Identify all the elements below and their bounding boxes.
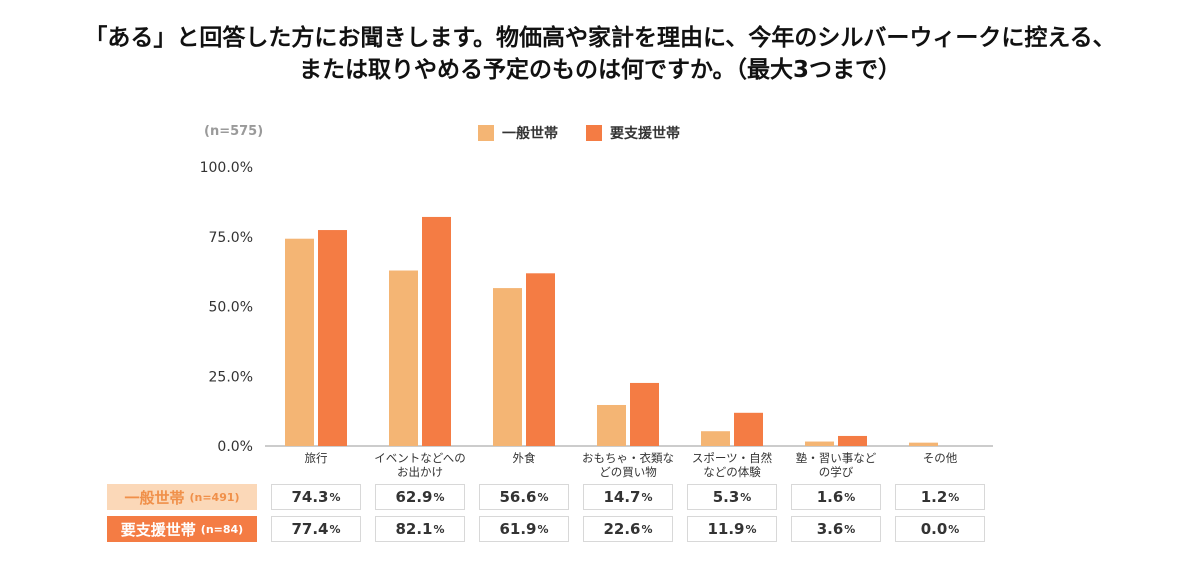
- table-cell: 82.1%: [375, 516, 465, 542]
- bar-support: [526, 273, 555, 446]
- bar-general: [701, 431, 730, 446]
- cell-percent-sign: %: [740, 490, 752, 504]
- legend: 一般世帯 要支援世帯: [478, 123, 680, 143]
- x-tick-label: などの体験: [703, 465, 761, 479]
- sample-size-note: (n=575): [204, 124, 264, 139]
- cell-percent-sign: %: [433, 490, 445, 504]
- table-cell: 3.6%: [791, 516, 881, 542]
- row-label-text: 一般世帯: [124, 488, 185, 507]
- bar-general: [909, 442, 938, 446]
- cell-percent-sign: %: [948, 522, 960, 536]
- table-cell: 62.9%: [375, 484, 465, 510]
- x-tick-label: の学び: [819, 465, 854, 479]
- row-sample-size: (n=84): [200, 522, 244, 536]
- y-tick-label: 0.0%: [217, 439, 253, 455]
- x-tick-label: スポーツ・自然: [692, 451, 773, 465]
- table-cell: 77.4%: [271, 516, 361, 542]
- cell-value: 0.0: [920, 520, 948, 538]
- table-cell: 61.9%: [479, 516, 569, 542]
- chart-title-line-2: または取りやめる予定のものは何ですか。（最大3つまで）: [298, 57, 902, 83]
- y-tick-label: 75.0%: [209, 230, 253, 246]
- y-tick-label: 25.0%: [209, 369, 253, 385]
- y-tick-label: 50.0%: [209, 300, 253, 316]
- cell-value: 82.1: [395, 520, 433, 538]
- bar-support: [422, 216, 451, 446]
- cell-value: 61.9: [499, 520, 537, 538]
- table-cell: 74.3%: [271, 484, 361, 510]
- cell-value: 3.6: [816, 520, 844, 538]
- cell-percent-sign: %: [329, 522, 341, 536]
- cell-value: 14.7: [603, 488, 641, 506]
- cell-percent-sign: %: [537, 522, 549, 536]
- legend-label-support: 要支援世帯: [610, 126, 680, 142]
- cell-value: 5.3: [712, 488, 740, 506]
- x-tick-label: おもちゃ・衣類な: [582, 451, 674, 465]
- cell-value: 1.2: [920, 488, 948, 506]
- row-label-text: 要支援世帯: [120, 520, 196, 539]
- bar-general: [285, 238, 314, 446]
- cell-percent-sign: %: [745, 522, 757, 536]
- bar-general: [389, 270, 418, 446]
- x-tick-label: イベントなどへの: [374, 451, 465, 465]
- bar-support: [630, 382, 659, 446]
- table-cell: 11.9%: [687, 516, 777, 542]
- bar-general: [805, 441, 834, 446]
- cell-percent-sign: %: [844, 522, 856, 536]
- table-row-general: 一般世帯 (n=491) 74.3% 62.9% 56.6% 14.7% 5.3% 1.6% 1…: [107, 484, 987, 510]
- x-tick-label: お出かけ: [397, 465, 443, 479]
- row-label: 要支援世帯 (n=84): [107, 516, 257, 542]
- cell-value: 62.9: [395, 488, 433, 506]
- cell-percent-sign: %: [329, 490, 341, 504]
- table-cell: 1.2%: [895, 484, 985, 510]
- table-cell: 1.6%: [791, 484, 881, 510]
- table-cell: 14.7%: [583, 484, 673, 510]
- x-tick-label: 旅行: [305, 451, 328, 465]
- legend-item-support: 要支援世帯: [586, 123, 680, 143]
- x-tick-label: その他: [923, 451, 958, 465]
- legend-label-general: 一般世帯: [502, 126, 558, 142]
- legend-swatch-support: [586, 125, 602, 141]
- cell-percent-sign: %: [641, 522, 653, 536]
- table-cell: 0.0%: [895, 516, 985, 542]
- table-row-support: 要支援世帯 (n=84) 77.4% 82.1% 61.9% 22.6% 11.9% 3.6%…: [107, 516, 987, 542]
- cell-value: 74.3: [291, 488, 329, 506]
- cell-percent-sign: %: [641, 490, 653, 504]
- table-cell: 56.6%: [479, 484, 569, 510]
- bar-general: [597, 404, 626, 446]
- table-cell: 22.6%: [583, 516, 673, 542]
- bar-general: [493, 288, 522, 446]
- cell-value: 77.4: [291, 520, 329, 538]
- cell-percent-sign: %: [948, 490, 960, 504]
- cell-percent-sign: %: [537, 490, 549, 504]
- y-tick-label: 100.0%: [200, 160, 253, 176]
- x-tick-label: 外食: [513, 451, 536, 465]
- legend-swatch-general: [478, 125, 494, 141]
- bar-support: [318, 230, 347, 446]
- cell-percent-sign: %: [433, 522, 445, 536]
- row-label: 一般世帯 (n=491): [107, 484, 257, 510]
- legend-item-general: 一般世帯: [478, 123, 558, 143]
- chart-title-line-1: 「ある」と回答した方にお聞きします。物価高や家計を理由に、今年のシルバーウィーク…: [84, 25, 1116, 51]
- x-tick-label: どの買い物: [599, 465, 657, 479]
- x-tick-label: 塾・習い事など: [796, 451, 877, 465]
- cell-value: 1.6: [816, 488, 844, 506]
- cell-value: 11.9: [707, 520, 745, 538]
- bar-support: [734, 412, 763, 446]
- cell-percent-sign: %: [844, 490, 856, 504]
- cell-value: 56.6: [499, 488, 537, 506]
- cell-value: 22.6: [603, 520, 641, 538]
- row-sample-size: (n=491): [189, 490, 240, 504]
- chart-title: 「ある」と回答した方にお聞きします。物価高や家計を理由に、今年のシルバーウィーク…: [0, 22, 1200, 86]
- table-cell: 5.3%: [687, 484, 777, 510]
- bar-support: [838, 435, 867, 446]
